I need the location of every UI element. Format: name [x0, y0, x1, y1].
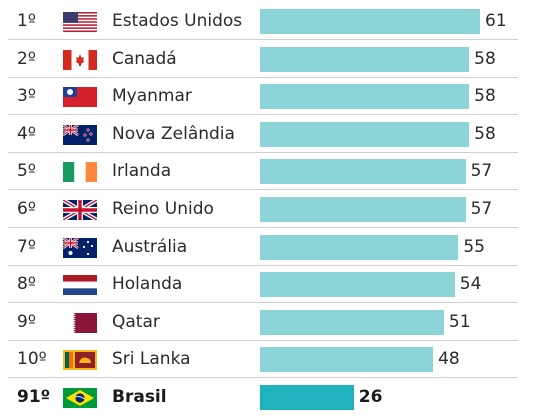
row-separator [8, 151, 518, 153]
chart-row: 8º Holanda 54 [0, 265, 540, 304]
row-separator [8, 227, 518, 228]
myanmar-flag-icon [63, 87, 97, 108]
bar [260, 385, 354, 410]
chart-row: 9º Qatar 51 [0, 303, 540, 341]
chart-row: 7º Austrália 55 [0, 228, 540, 266]
bar-value-label: 58 [474, 123, 496, 144]
ireland-flag-icon [63, 162, 97, 183]
chart-row-highlight: 91º Brasil 26 [0, 378, 540, 416]
rank-label: 6º [17, 199, 36, 219]
rank-label: 10º [17, 349, 47, 370]
bar [260, 197, 466, 222]
row-separator [8, 302, 518, 304]
chart-row: 1º Estados Unidos 61 [0, 2, 540, 40]
bar-value-label: 26 [358, 387, 383, 407]
bar [260, 46, 470, 72]
country-label: Estados Unidos [112, 11, 243, 31]
rank-label: 2º [17, 48, 36, 69]
bar [260, 9, 480, 34]
bar [260, 234, 459, 260]
usa-flag-icon [63, 12, 97, 32]
country-label: Reino Unido [112, 199, 214, 219]
bar-value-label: 57 [470, 161, 493, 182]
chart-row: 4º Nova Zelândia 58 [0, 115, 540, 153]
australia-flag-icon [63, 237, 97, 258]
chart-row: 10º Sri Lanka 48 [0, 340, 540, 379]
chart-row: 2º Canadá 58 [0, 40, 540, 78]
netherlands-flag-icon [63, 275, 97, 296]
new-zealand-flag-icon [63, 124, 97, 145]
country-label: Myanmar [112, 86, 192, 107]
rank-label: 7º [17, 236, 36, 257]
chart-row: 6º Reino Unido 57 [0, 190, 540, 228]
country-label: Brasil [112, 387, 167, 407]
qatar-flag-icon [63, 312, 97, 333]
rank-label: 8º [17, 274, 36, 295]
bar [260, 309, 444, 335]
bar-value-label: 51 [448, 311, 471, 332]
bar-value-label: 58 [474, 48, 496, 69]
country-label: Qatar [112, 311, 160, 332]
row-separator [8, 189, 518, 191]
row-separator [8, 264, 518, 266]
uk-flag-icon [63, 200, 97, 220]
country-label: Nova Zelândia [112, 123, 235, 144]
rank-label: 9º [17, 311, 36, 332]
row-separator [8, 339, 518, 341]
bar [260, 159, 466, 185]
bar-value-label: 57 [470, 199, 493, 219]
rank-label: 4º [17, 123, 36, 144]
row-separator [8, 114, 518, 116]
bar [260, 272, 455, 298]
chart-row: 3º Myanmar 58 [0, 77, 540, 116]
brazil-flag-icon [63, 388, 97, 408]
sri-lanka-flag-icon [63, 350, 97, 371]
rank-label: 91º [17, 387, 51, 407]
row-separator [8, 377, 518, 379]
country-label: Holanda [112, 274, 183, 295]
rank-label: 3º [17, 86, 36, 107]
row-separator [8, 39, 518, 40]
bar [260, 347, 434, 373]
country-label: Austrália [112, 236, 188, 257]
rank-label: 1º [17, 11, 36, 31]
bar-value-label: 48 [438, 349, 460, 370]
country-label: Irlanda [112, 161, 172, 182]
country-label: Sri Lanka [112, 349, 191, 370]
bar-value-label: 54 [459, 274, 482, 295]
rank-label: 5º [17, 161, 36, 182]
chart-row: 5º Irlanda 57 [0, 152, 540, 191]
bar-value-label: 61 [485, 11, 507, 31]
bar-value-label: 55 [463, 236, 485, 257]
row-separator [8, 76, 518, 78]
canada-flag-icon [63, 49, 97, 70]
country-label: Canadá [112, 48, 177, 69]
bar [260, 84, 470, 110]
bar [260, 121, 470, 147]
bar-value-label: 58 [474, 86, 496, 107]
